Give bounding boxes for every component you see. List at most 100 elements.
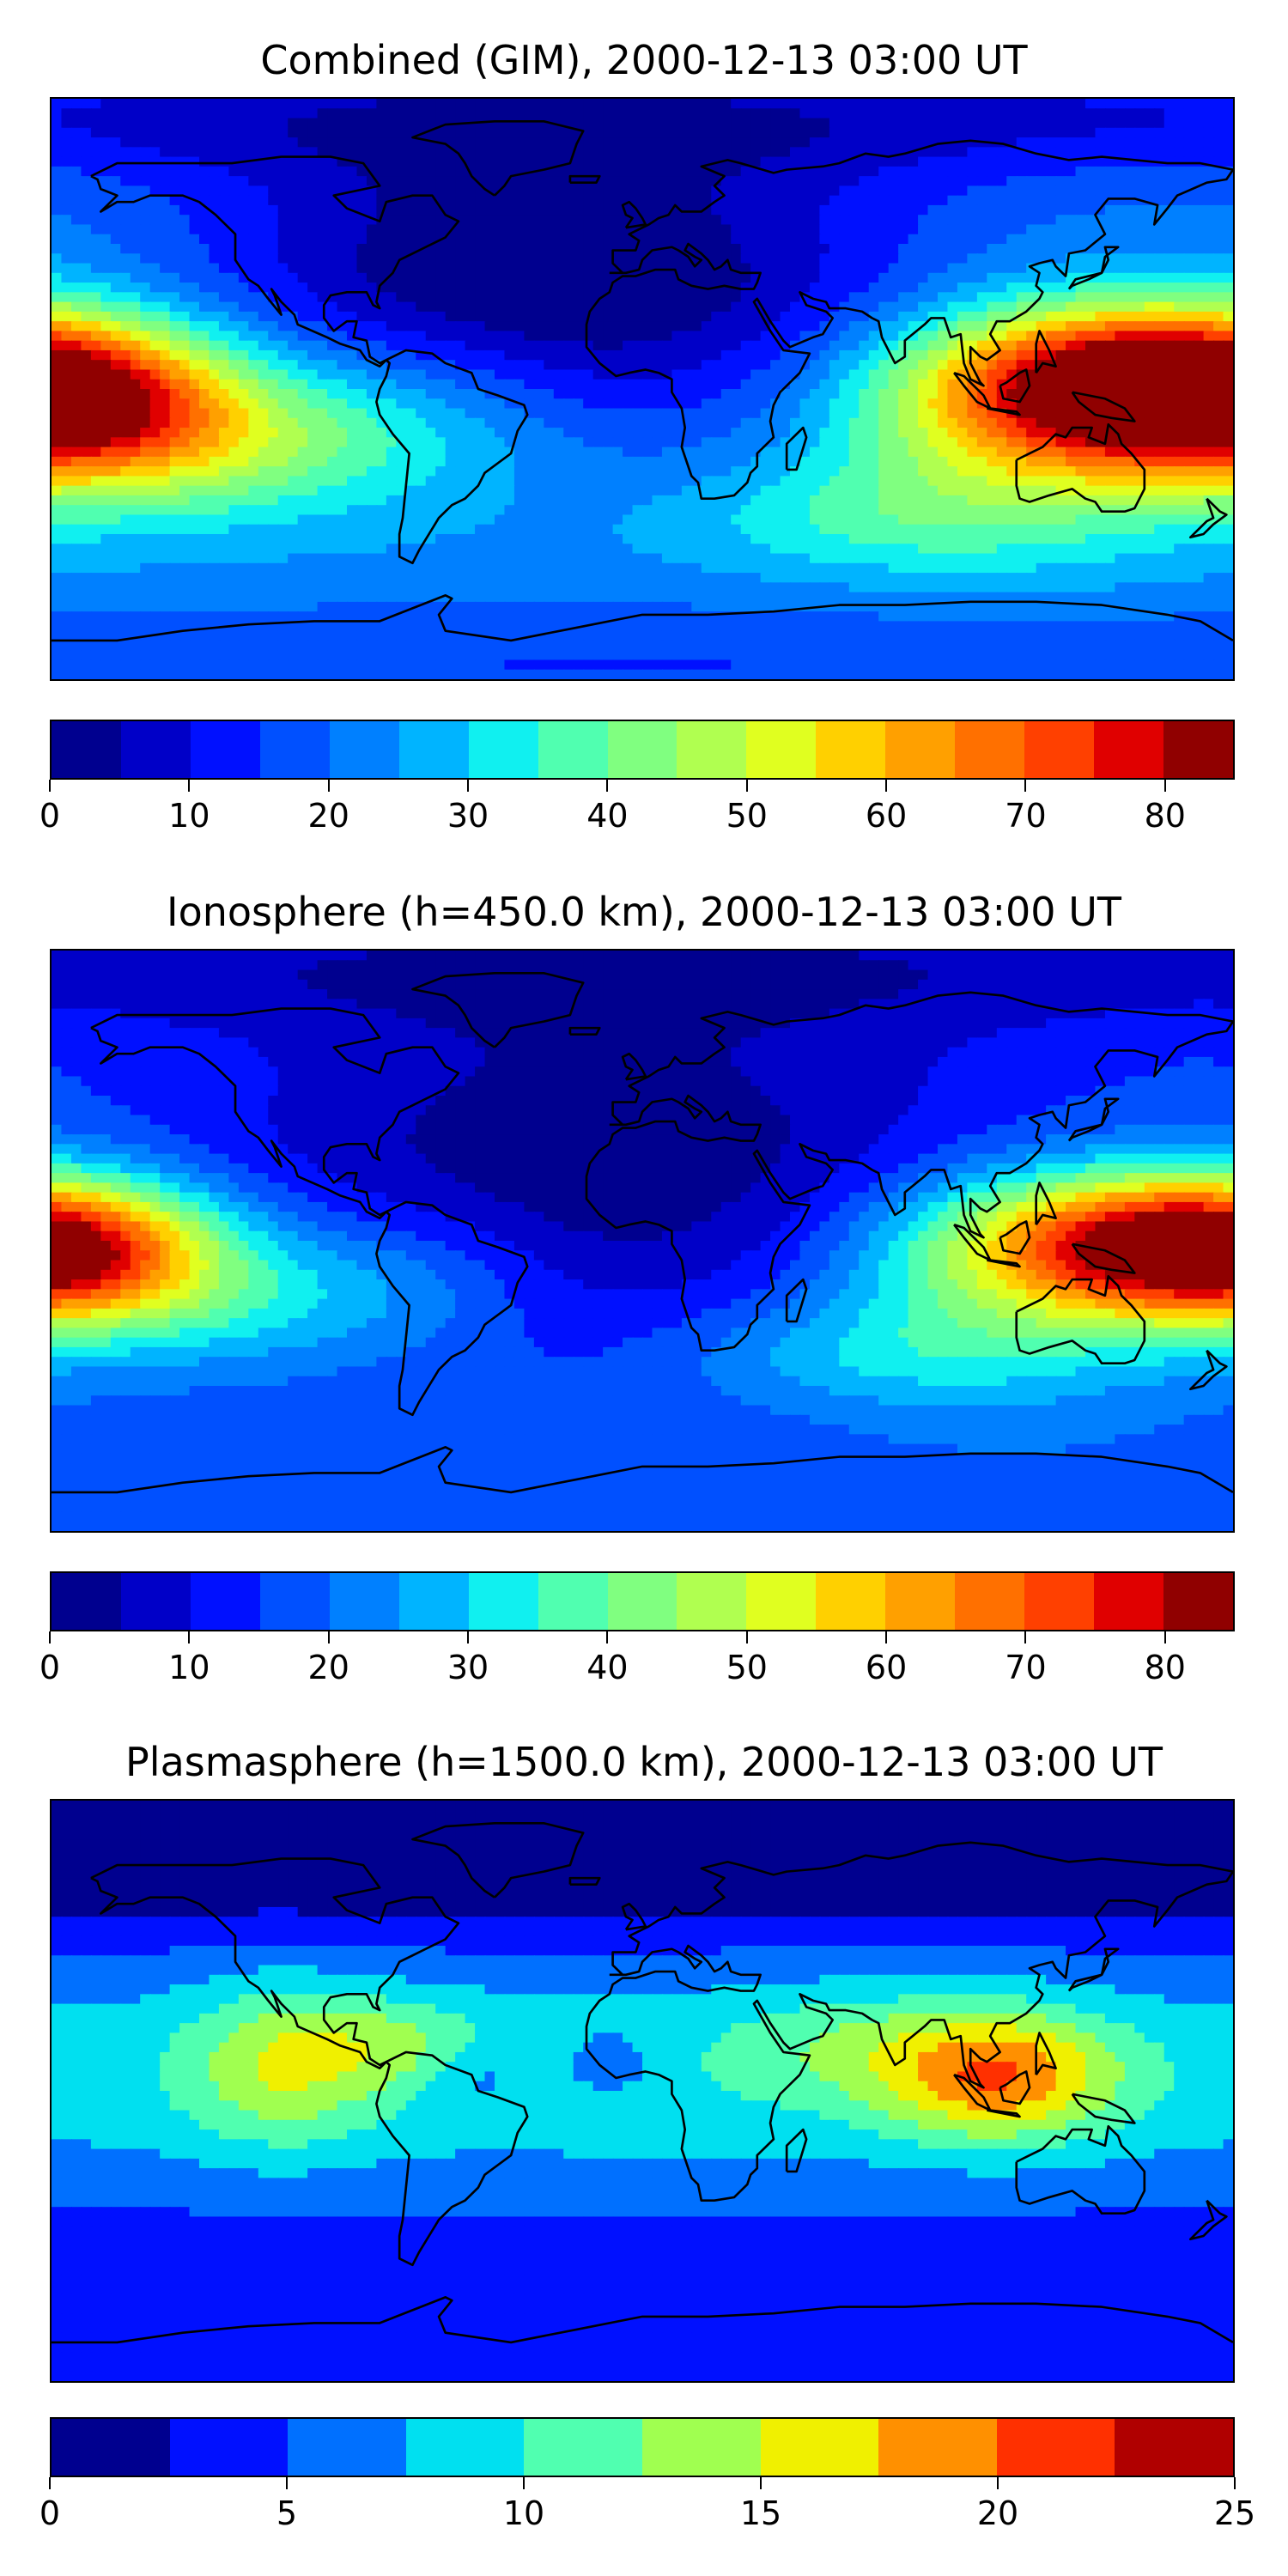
colorbar-tick-label: 20	[308, 797, 349, 835]
coastline	[1188, 1349, 1228, 1391]
colorbar-bin	[1024, 721, 1095, 778]
coastline	[411, 971, 585, 1048]
colorbar-tick-label: 0	[39, 2494, 60, 2532]
colorbar-tick	[1024, 1631, 1027, 1643]
colorbar-bin	[885, 721, 956, 778]
coastline	[987, 1259, 1021, 1268]
colorbar-ionosphere	[50, 1571, 1235, 1631]
colorbar-bin	[760, 2419, 879, 2476]
colorbar-bin	[816, 721, 886, 778]
colorbar-tick	[1163, 780, 1166, 792]
colorbar-bin	[259, 1573, 330, 1630]
colorbar-tick-label: 70	[1005, 797, 1046, 835]
colorbar-tick	[286, 2477, 288, 2489]
colorbar-tick-label: 40	[586, 797, 628, 835]
colorbar-bin	[329, 1573, 399, 1630]
colorbar-bin	[1094, 721, 1163, 778]
colorbar-bin	[405, 2419, 525, 2476]
colorbar-bin	[1094, 1573, 1163, 1630]
colorbar-ticks-plasmasphere: 0 5 10 15 20 25	[39, 2477, 1255, 2546]
tec-contour-field	[52, 99, 1233, 679]
colorbar-bin	[641, 2419, 761, 2476]
colorbar-tick	[606, 780, 609, 792]
coastline	[1067, 246, 1120, 290]
panel-title-ionosphere: Ionosphere (h=450.0 km), 2000-12-13 03:0…	[0, 888, 1288, 936]
colorbar-tick-label: 10	[168, 1649, 210, 1686]
colorbar-tick	[467, 1631, 470, 1643]
coastline-outline	[52, 1821, 1233, 2344]
colorbar-bin	[259, 721, 330, 778]
colorbar-tick	[49, 780, 51, 792]
tec-map-svg	[52, 1801, 1233, 2381]
coastline	[375, 349, 529, 565]
colorbar-bin	[746, 721, 817, 778]
coastline	[1188, 2199, 1228, 2241]
colorbar-tick	[1234, 2477, 1236, 2489]
tec-contour-field	[52, 1801, 1233, 2381]
colorbar-bin	[677, 1573, 747, 1630]
colorbar-tick	[885, 780, 888, 792]
coastline	[375, 1200, 529, 1417]
colorbar-tick-label: 60	[866, 1649, 907, 1686]
colorbar-tick-label: 30	[447, 797, 489, 835]
colorbar-bin	[1163, 721, 1233, 778]
colorbar-tick-label: 20	[977, 2494, 1018, 2532]
colorbar-tick	[188, 780, 191, 792]
colorbar-bin	[190, 721, 260, 778]
coastline	[585, 991, 1233, 1352]
colorbar-bin	[955, 1573, 1025, 1630]
panel-title-plasmasphere: Plasmasphere (h=1500.0 km), 2000-12-13 0…	[0, 1738, 1288, 1786]
colorbar-tick-label: 5	[276, 2494, 297, 2532]
colorbar-bin	[524, 2419, 642, 2476]
colorbar-tick-label: 40	[586, 1649, 628, 1686]
coastline	[90, 155, 460, 368]
colorbar-tick-label: 15	[740, 2494, 781, 2532]
coastline	[585, 1841, 1233, 2202]
coastline	[1035, 2032, 1057, 2075]
colorbar-tick-label: 10	[503, 2494, 544, 2532]
colorbar-bin	[996, 2419, 1115, 2476]
colorbar-tick	[885, 1631, 888, 1643]
tec-map-svg	[52, 951, 1233, 1531]
map-combined	[50, 97, 1235, 681]
colorbar-bin	[677, 721, 747, 778]
coastline	[52, 594, 1233, 642]
coastline	[999, 368, 1031, 404]
colorbar-plasmasphere	[50, 2417, 1235, 2477]
colorbar-bin	[468, 721, 538, 778]
colorbar-combined	[50, 720, 1235, 780]
colorbar-bin	[329, 721, 399, 778]
coastline	[999, 2070, 1031, 2105]
coastline	[785, 426, 808, 471]
coastline	[785, 2128, 808, 2173]
colorbar-bin	[120, 721, 191, 778]
coastline	[1071, 2093, 1136, 2124]
colorbar-bin	[398, 1573, 469, 1630]
coastline	[1015, 2124, 1146, 2215]
coastline	[1067, 1097, 1120, 1142]
coastline	[1015, 1274, 1146, 1365]
colorbar-bin	[52, 721, 121, 778]
colorbar-bin	[169, 2419, 289, 2476]
colorbar-tick-label: 0	[39, 797, 60, 835]
colorbar-tick-label: 50	[726, 1649, 768, 1686]
map-ionosphere	[50, 949, 1235, 1533]
panel-title-combined: Combined (GIM), 2000-12-13 03:00 UT	[0, 36, 1288, 84]
coastline	[1067, 1947, 1120, 1992]
coastline	[1015, 422, 1146, 513]
colorbar-tick	[997, 2477, 999, 2489]
colorbar-tick-label: 60	[866, 797, 907, 835]
coastline	[621, 200, 647, 229]
colorbar-ticks-combined: 0 10 20 30 40 50 60 70 80	[39, 780, 1235, 848]
colorbar-tick	[467, 780, 470, 792]
coastline	[785, 1278, 808, 1323]
colorbar-bin	[816, 1573, 886, 1630]
colorbar-bin	[885, 1573, 956, 1630]
map-plasmasphere	[50, 1799, 1235, 2383]
tec-map-svg	[52, 99, 1233, 679]
coastline	[411, 119, 585, 197]
colorbar-bin	[538, 1573, 608, 1630]
coastline-outline	[52, 119, 1233, 642]
coastline	[52, 2296, 1233, 2344]
colorbar-tick-label: 80	[1145, 1649, 1186, 1686]
